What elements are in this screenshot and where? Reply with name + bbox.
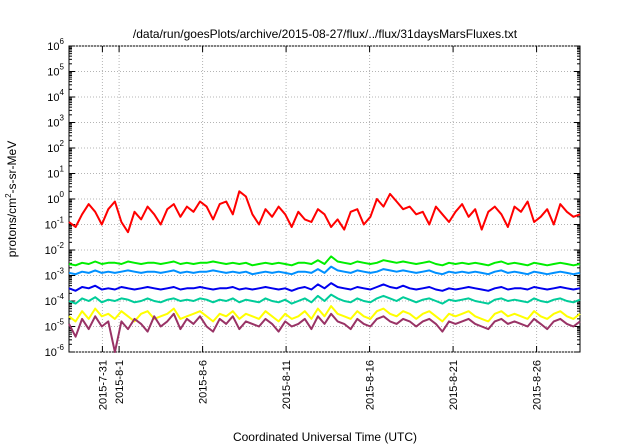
- series-line-3: [68, 265, 581, 276]
- series-line-7: [68, 312, 581, 353]
- y-tick-label: 10-3: [45, 267, 65, 283]
- x-tick-label: 2015-8-26: [532, 360, 544, 410]
- y-tick-label: 102: [47, 139, 64, 155]
- y-tick-label: 10-2: [45, 241, 65, 257]
- series-line-5: [68, 293, 581, 305]
- x-axis: 2015-7-31 2015-8-1 2015-8-6 2015-8-11 2015-8…: [97, 46, 544, 410]
- x-tick-label: 2015-7-31: [97, 360, 109, 410]
- x-tick-label: 2015-8-6: [198, 360, 210, 404]
- x-tick-label: 2015-8-11: [281, 360, 293, 409]
- y-tick-label: 10-6: [45, 343, 65, 359]
- grid: [69, 45, 580, 353]
- series-line-6: [68, 305, 581, 323]
- y-tick-label: 10-4: [45, 292, 65, 308]
- series-line-1: [68, 190, 581, 234]
- y-axis-title-sup: 2: [4, 193, 13, 198]
- y-tick-label: 10-1: [45, 216, 65, 232]
- y-axis: 10-6 10-5 10-4 10-3 10-2 10-1 100 101 102 103 104 1…: [45, 37, 580, 359]
- series-line-4: [68, 282, 581, 292]
- y-axis-title-rest: -s-sr-MeV: [5, 141, 19, 194]
- y-tick-label: 105: [47, 63, 64, 79]
- y-tick-label: 106: [47, 37, 64, 53]
- x-tick-label: 2015-8-1: [114, 360, 126, 404]
- x-tick-label: 2015-8-21: [448, 360, 460, 410]
- y-tick-label: 103: [47, 114, 64, 130]
- y-axis-title: protons/cm2-s-sr-MeV: [4, 141, 19, 257]
- chart-title: /data/run/goesPlots/archive/2015-08-27/f…: [133, 27, 518, 41]
- series-lines: [68, 190, 581, 353]
- y-tick-label: 104: [47, 88, 64, 104]
- y-tick-label: 100: [47, 190, 64, 206]
- y-tick-label: 101: [47, 165, 64, 181]
- x-tick-label: 2015-8-16: [365, 360, 377, 410]
- x-axis-title: Coordinated Universal Time (UTC): [233, 430, 417, 444]
- y-axis-title-base: protons/cm: [5, 198, 19, 257]
- series-line-2: [68, 255, 581, 267]
- y-tick-label: 10-5: [45, 318, 65, 334]
